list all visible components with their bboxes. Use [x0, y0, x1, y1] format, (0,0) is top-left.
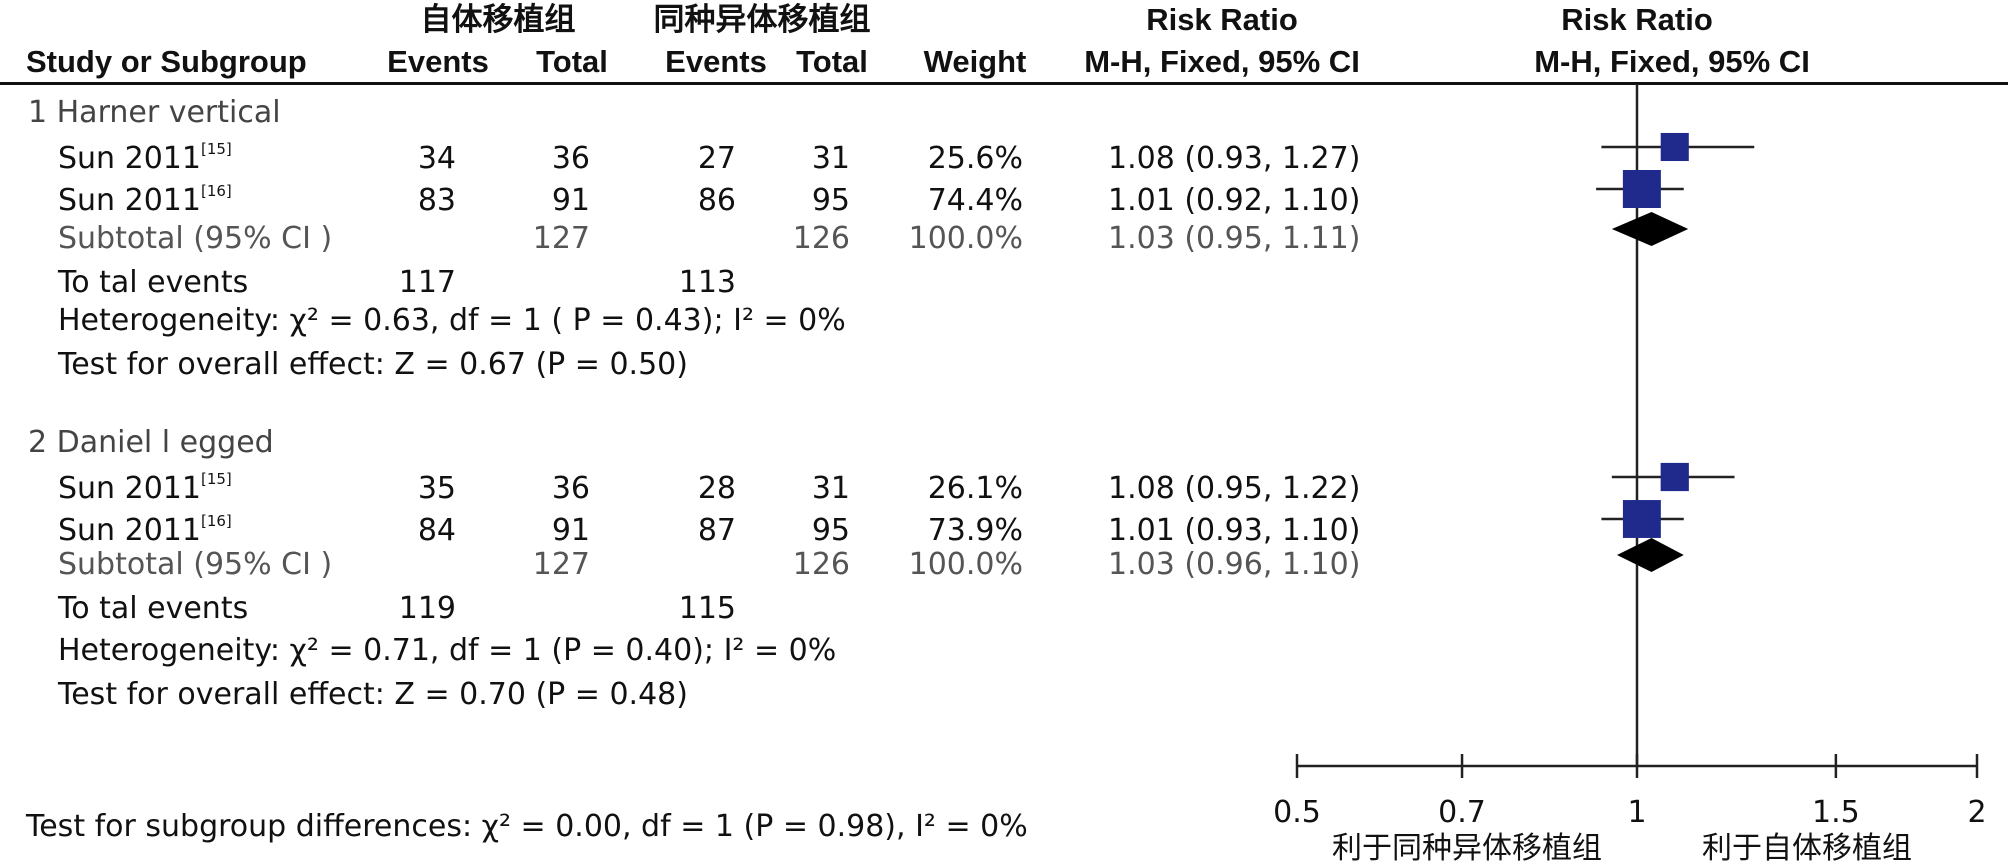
control-group-header: 同种异体移植组	[653, 2, 871, 37]
x-tick-label: 1	[1627, 795, 1646, 830]
exp-events-value: 35	[417, 471, 456, 506]
study-column-header: Study or Subgroup	[26, 44, 307, 79]
total-events-ctl: 115	[678, 591, 736, 626]
subtotal-weight: 100.0%	[908, 547, 1023, 582]
subtotal-diamond	[1611, 212, 1689, 246]
ci-text: 1.08 (0.95, 1.22)	[1108, 471, 1361, 506]
study-marker	[1660, 132, 1689, 162]
study-ref: [15]	[200, 140, 232, 158]
header-rule	[0, 82, 2008, 85]
heterogeneity-text: Heterogeneity: χ² = 0.63, df = 1 ( P = 0…	[58, 303, 846, 338]
exp-events-value: 84	[417, 513, 456, 548]
weight-value: 26.1%	[927, 471, 1023, 506]
ctl-events-value: 87	[697, 513, 736, 548]
ctl-total-value: 95	[811, 513, 850, 548]
left-caption: 利于同种异体移植组	[1332, 831, 1602, 864]
ctl-total-value: 95	[811, 183, 850, 218]
ctl-total-value: 31	[811, 471, 850, 506]
study-name: Sun 2011[15]	[58, 140, 232, 176]
x-tick-label: 0.7	[1438, 795, 1486, 830]
weight-value: 25.6%	[927, 141, 1023, 176]
study-name: Sun 2011[16]	[58, 512, 232, 548]
x-tick-label: 1.5	[1812, 795, 1860, 830]
subtotal-diamond	[1616, 538, 1684, 572]
ctl-events-value: 27	[697, 141, 736, 176]
rr-title-header: Risk Ratio	[1146, 2, 1298, 37]
ctl-events-header: Events	[665, 44, 767, 79]
plot-title-header: Risk Ratio	[1561, 2, 1713, 37]
subtotal-label: Subtotal (95% CI )	[58, 221, 333, 256]
ci-text: 1.01 (0.92, 1.10)	[1108, 183, 1361, 218]
subtotal-weight: 100.0%	[908, 221, 1023, 256]
right-caption: 利于自体移植组	[1702, 831, 1912, 864]
x-tick-label: 2	[1967, 795, 1986, 830]
ctl-total-header: Total	[796, 44, 868, 79]
study-marker	[1622, 500, 1661, 538]
total-events-label: To tal events	[58, 591, 249, 626]
ctl-events-value: 86	[697, 183, 736, 218]
overall-effect-text: Test for overall effect: Z = 0.70 (P = 0…	[58, 677, 688, 712]
total-events-exp: 117	[398, 265, 456, 300]
total-events-ctl: 113	[678, 265, 736, 300]
study-marker	[1660, 462, 1689, 492]
exp-events-value: 34	[417, 141, 456, 176]
subgroup-differences-text: Test for subgroup differences: χ² = 0.00…	[26, 809, 1028, 844]
study-marker	[1622, 170, 1661, 208]
total-events-label: To tal events	[58, 265, 249, 300]
weight-header: Weight	[923, 44, 1027, 79]
weight-value: 73.9%	[927, 513, 1023, 548]
subtotal-exp-total: 127	[532, 221, 590, 256]
rr-method-header: M-H, Fixed, 95% CI	[1084, 44, 1360, 79]
weight-value: 74.4%	[927, 183, 1023, 218]
plot-method-header: M-H, Fixed, 95% CI	[1534, 44, 1810, 79]
group-2-title: 2 Daniel l egged	[28, 425, 274, 460]
ci-text: 1.08 (0.93, 1.27)	[1108, 141, 1361, 176]
exp-total-header: Total	[536, 44, 608, 79]
study-name: Sun 2011[15]	[58, 470, 232, 506]
subtotal-ctl-total: 126	[792, 221, 850, 256]
ci-text: 1.01 (0.93, 1.10)	[1108, 513, 1361, 548]
subtotal-exp-total: 127	[532, 547, 590, 582]
study-ref: [16]	[200, 182, 232, 200]
experimental-group-header: 自体移植组	[420, 2, 576, 37]
ctl-events-value: 28	[697, 471, 736, 506]
total-events-exp: 119	[398, 591, 456, 626]
x-tick-label: 0.5	[1273, 795, 1321, 830]
study-name: Sun 2011[16]	[58, 182, 232, 218]
exp-events-header: Events	[387, 44, 489, 79]
exp-events-value: 83	[417, 183, 456, 218]
subtotal-ci-text: 1.03 (0.96, 1.10)	[1108, 547, 1361, 582]
study-ref: [16]	[200, 512, 232, 530]
overall-effect-text: Test for overall effect: Z = 0.67 (P = 0…	[58, 347, 688, 382]
subtotal-ci-text: 1.03 (0.95, 1.11)	[1108, 221, 1361, 256]
study-ref: [15]	[200, 470, 232, 488]
subtotal-ctl-total: 126	[792, 547, 850, 582]
group-1-title: 1 Harner vertical	[28, 95, 281, 130]
ctl-total-value: 31	[811, 141, 850, 176]
exp-total-value: 36	[551, 141, 590, 176]
heterogeneity-text: Heterogeneity: χ² = 0.71, df = 1 (P = 0.…	[58, 633, 837, 668]
exp-total-value: 91	[551, 183, 590, 218]
subtotal-label: Subtotal (95% CI )	[58, 547, 333, 582]
exp-total-value: 36	[551, 471, 590, 506]
exp-total-value: 91	[551, 513, 590, 548]
